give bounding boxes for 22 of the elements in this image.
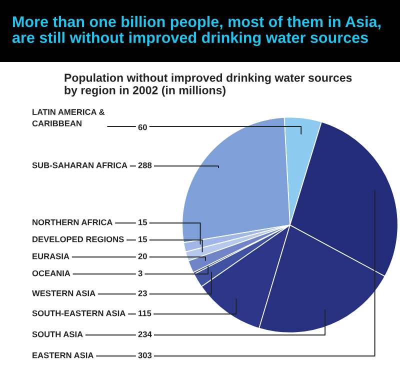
data-label: 60 [138,124,147,130]
chart-title: More than one billion people, most of them in Asia, are still without improved drinking water sources [12,16,380,46]
slice-label: NORTHERN AFRICA [32,219,112,226]
slice-label: EURASIA [32,253,70,260]
data-label: 23 [138,290,147,296]
slice-label: LATIN AMERICA & CARIBBEAN [32,109,105,126]
slice-label: WESTERN ASIA [32,290,96,296]
slice-label: EASTERN ASIA [32,352,94,358]
chart-subtitle: Population without improved drinking water sources by region in 2002 (in millions) [64,73,352,97]
slice-label: SOUTH ASIA [32,331,83,338]
data-label: 115 [138,310,152,316]
data-label: 303 [138,352,152,358]
data-label: 288 [138,162,152,168]
slice-label: OCEANIA [32,270,70,276]
data-label: 234 [138,331,152,338]
slice-label: SOUTH-EASTERN ASIA [32,310,126,316]
data-label: 15 [138,219,148,226]
data-label: 20 [138,253,147,260]
slice-label: DEVELOPED REGIONS [32,236,124,242]
slice-label: SUB-SAHARAN AFRICA [32,162,128,168]
data-label: 15 [138,236,148,242]
data-label: 3 [138,270,142,276]
